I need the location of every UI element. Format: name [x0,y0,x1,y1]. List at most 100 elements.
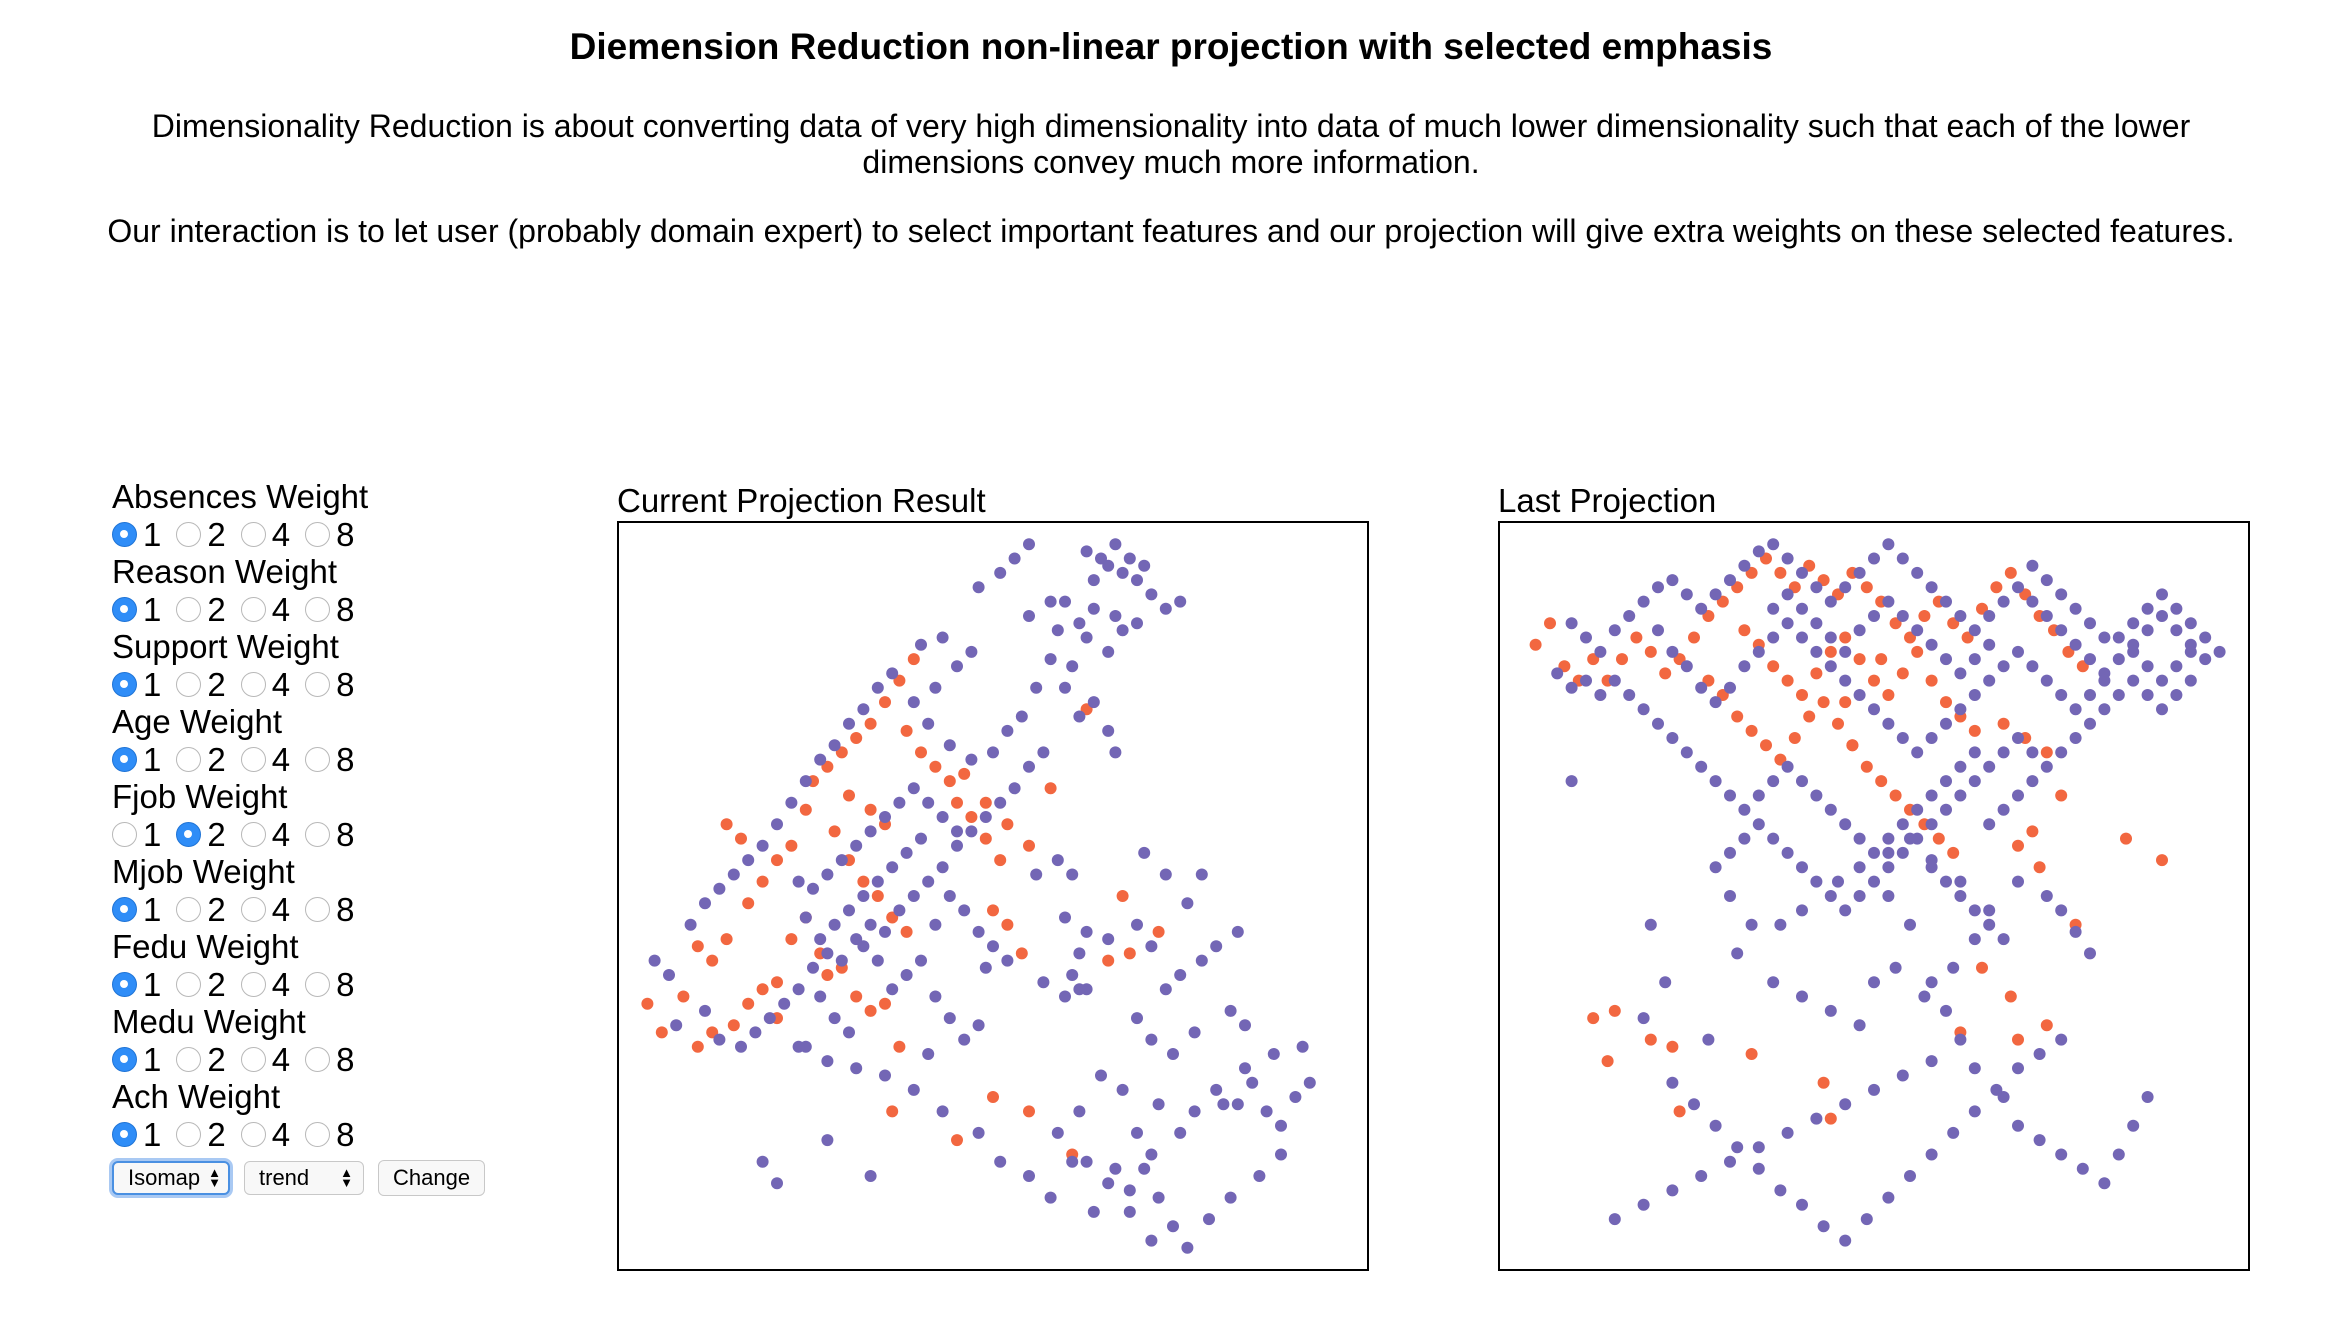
weight-radio[interactable] [176,897,202,922]
weight-radio[interactable] [305,672,331,697]
weight-radio[interactable] [305,597,331,622]
weight-radio[interactable] [176,672,202,697]
weight-radio[interactable] [240,1047,266,1072]
weight-option[interactable]: 4 [240,592,300,627]
scatter-point [1911,746,1924,759]
weight-option[interactable]: 8 [305,1117,364,1152]
weight-radio[interactable] [305,522,331,547]
scatter-point [1044,653,1057,666]
weight-option[interactable]: 2 [176,817,235,852]
weight-radio-row: 1 2 4 8 [112,741,532,778]
weight-radio[interactable] [176,1122,202,1147]
weight-radio[interactable] [176,822,202,847]
weight-option[interactable]: 8 [305,517,364,552]
weight-radio[interactable] [240,822,266,847]
weight-radio[interactable] [112,747,137,772]
scatter-point [951,660,963,673]
weight-option[interactable]: 4 [240,892,300,927]
weight-radio[interactable] [112,972,137,997]
weight-radio[interactable] [240,1122,266,1147]
weight-option[interactable]: 2 [176,892,235,927]
weight-radio[interactable] [305,822,331,847]
weight-radio[interactable] [240,747,266,772]
weight-option[interactable]: 4 [240,1042,300,1077]
weight-radio[interactable] [305,1047,331,1072]
weight-radio[interactable] [112,597,137,622]
weight-option[interactable]: 2 [176,967,235,1002]
scatter-point [1594,645,1607,658]
weight-radio[interactable] [112,897,137,922]
weight-radio[interactable] [240,522,266,547]
weight-option[interactable]: 1 [112,817,171,852]
weight-radio[interactable] [176,597,202,622]
weight-option[interactable]: 4 [240,667,300,702]
weight-radio[interactable] [176,747,202,772]
scatter-point [1167,1048,1179,1060]
scatter-point [778,997,791,1010]
weight-option[interactable]: 8 [305,817,364,852]
weight-option[interactable]: 8 [305,967,364,1002]
weight-radio[interactable] [240,672,266,697]
weight-radio-row: 1 2 4 8 [112,1116,532,1153]
weight-radio[interactable] [305,1122,331,1147]
weight-label: Absences Weight [112,478,369,515]
scatter-point [2098,674,2111,687]
weight-option[interactable]: 4 [240,817,300,852]
weight-option[interactable]: 2 [176,1117,235,1152]
weight-option[interactable]: 8 [305,742,364,777]
scatter-point [2184,645,2197,658]
weight-option[interactable]: 8 [305,1042,364,1077]
weight-radio[interactable] [305,747,331,772]
weight-option[interactable]: 8 [305,667,364,702]
weight-option[interactable]: 2 [176,1042,235,1077]
weight-option[interactable]: 8 [305,892,364,927]
weight-option[interactable]: 1 [112,967,171,1002]
scatter-point [1954,667,1967,680]
weight-option[interactable]: 1 [112,592,171,627]
weight-radio[interactable] [112,1122,137,1147]
weight-radio[interactable] [240,972,266,997]
weight-radio[interactable] [305,972,331,997]
weight-radio[interactable] [240,897,266,922]
scatter-point [2069,638,2082,651]
scatter-point [1138,559,1151,572]
weight-option[interactable]: 1 [112,892,171,927]
weight-option[interactable]: 2 [176,667,235,702]
weight-radio[interactable] [112,522,137,547]
last-projection-plot[interactable] [1498,521,2250,1271]
weight-option[interactable]: 2 [176,517,235,552]
scatter-point [1037,976,1050,989]
weight-option[interactable]: 8 [305,592,364,627]
weight-option[interactable]: 1 [112,742,171,777]
weight-radio[interactable] [176,972,202,997]
weight-option-label: 1 [143,665,162,703]
scatter-point [1875,653,1888,666]
weight-option[interactable]: 1 [112,517,171,552]
weight-radio[interactable] [112,822,137,847]
weight-radio[interactable] [112,1047,137,1072]
current-projection-plot[interactable] [617,521,1369,1271]
weight-option[interactable]: 2 [176,742,235,777]
projection-method-select[interactable]: Isomap ▲ ▼ [112,1161,230,1195]
weight-radio[interactable] [240,597,266,622]
weight-radio[interactable] [176,522,202,547]
weight-radio[interactable] [176,1047,202,1072]
weight-option[interactable]: 2 [176,592,235,627]
weight-option[interactable]: 1 [112,1042,171,1077]
weight-radio[interactable] [112,672,137,697]
scatter-point [1709,861,1722,874]
weight-radio[interactable] [305,897,331,922]
weight-option[interactable]: 1 [112,1117,171,1152]
weight-option[interactable]: 4 [240,1117,300,1152]
projection-mode-select[interactable]: trend ▲ ▼ [244,1161,364,1195]
scatter-point [900,724,913,737]
weight-option[interactable]: 4 [240,742,300,777]
scatter-point [1644,645,1657,658]
scatter-point [857,940,870,953]
weight-option[interactable]: 4 [240,967,300,1002]
change-button[interactable]: Change [378,1160,486,1196]
weight-option[interactable]: 1 [112,665,171,703]
weight-option[interactable]: 4 [240,517,300,552]
scatter-point [1644,1033,1657,1046]
scatter-point [2040,674,2053,687]
